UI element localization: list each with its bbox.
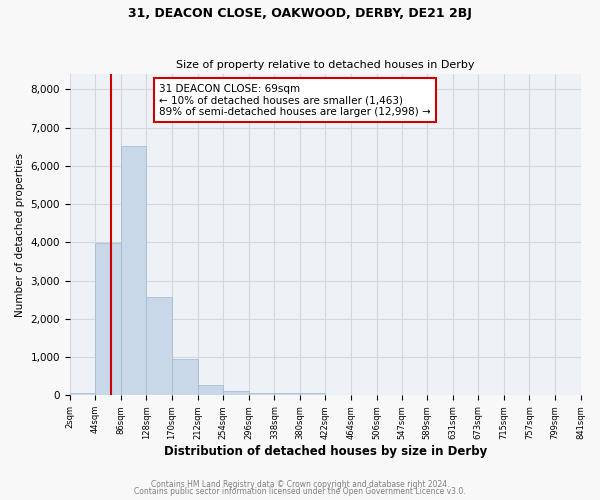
Text: 31 DEACON CLOSE: 69sqm
← 10% of detached houses are smaller (1,463)
89% of semi-: 31 DEACON CLOSE: 69sqm ← 10% of detached… <box>159 84 431 117</box>
Bar <box>70 393 95 395</box>
Text: 31, DEACON CLOSE, OAKWOOD, DERBY, DE21 2BJ: 31, DEACON CLOSE, OAKWOOD, DERBY, DE21 2… <box>128 8 472 20</box>
Text: Contains HM Land Registry data © Crown copyright and database right 2024.: Contains HM Land Registry data © Crown c… <box>151 480 449 489</box>
Bar <box>223 391 249 395</box>
Y-axis label: Number of detached properties: Number of detached properties <box>15 152 25 316</box>
X-axis label: Distribution of detached houses by size in Derby: Distribution of detached houses by size … <box>164 444 487 458</box>
Title: Size of property relative to detached houses in Derby: Size of property relative to detached ho… <box>176 60 475 70</box>
Bar <box>172 358 197 395</box>
Bar <box>249 392 274 395</box>
Bar <box>95 243 121 395</box>
Bar <box>274 393 300 395</box>
Text: Contains public sector information licensed under the Open Government Licence v3: Contains public sector information licen… <box>134 488 466 496</box>
Bar <box>300 392 325 395</box>
Bar <box>121 146 146 395</box>
Bar <box>146 297 172 395</box>
Bar <box>197 384 223 395</box>
